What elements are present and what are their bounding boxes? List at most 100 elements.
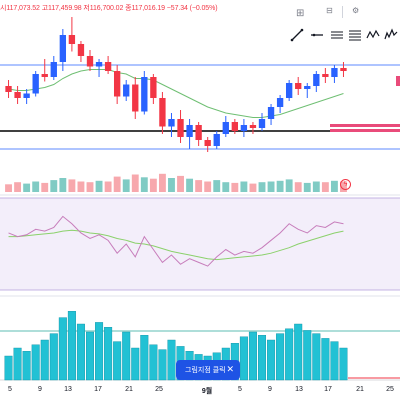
date-axis: 5 9 13 17 21 25 9월 5 9 13 17 21 25: [0, 383, 400, 400]
date-label: 13: [64, 386, 72, 393]
date-label: 21: [356, 386, 364, 393]
macd-histogram-bar: [76, 323, 85, 381]
volume-bar: [5, 184, 12, 192]
lightning-icon[interactable]: ϟ: [340, 179, 351, 190]
price-zone-marker: [330, 129, 400, 132]
macd-histogram-bar: [113, 341, 122, 381]
macd-histogram-bar: [330, 341, 339, 381]
date-label: 5: [238, 386, 242, 393]
rsi-ma-line: [8, 229, 344, 261]
volume-bar: [41, 182, 49, 192]
candle-body: [14, 92, 21, 98]
volume-bar: [86, 182, 94, 192]
macd-histogram-bar: [339, 347, 348, 381]
volume-bar: [177, 175, 184, 192]
fib-retracement-icon[interactable]: [346, 24, 364, 46]
candle-body: [68, 35, 76, 44]
macd-histogram-bar: [49, 333, 58, 381]
candle-body: [59, 35, 67, 62]
macd-histogram-bar: [31, 344, 40, 381]
candle-body: [77, 44, 85, 56]
toolbar-divider: [342, 6, 343, 18]
macd-histogram-bar: [85, 331, 95, 381]
pattern-icon[interactable]: [364, 24, 382, 46]
macd-histogram-bar: [140, 335, 149, 381]
volume-bar: [195, 180, 203, 192]
volume-bar: [222, 182, 230, 192]
macd-histogram-bar: [167, 339, 176, 381]
date-label: 25: [155, 386, 163, 393]
date-label: 9: [268, 386, 272, 393]
volume-bar: [14, 182, 22, 192]
date-label: 13: [295, 386, 303, 393]
date-label: 5: [8, 386, 12, 393]
elliott-wave-icon[interactable]: [382, 24, 400, 46]
macd-histogram-bar: [285, 328, 294, 381]
candle-body: [113, 71, 121, 97]
macd-histogram-bar: [131, 347, 140, 381]
volume-bar: [168, 178, 175, 192]
macd-histogram-bar: [149, 344, 158, 381]
ohlc-readout: 시117,073.52 고117,459.98 저116,700.02 종117…: [0, 5, 218, 12]
candle-body: [150, 77, 157, 98]
macd-histogram-bar: [40, 339, 49, 381]
candle-body: [276, 98, 284, 107]
lock-icon[interactable]: ⊟: [326, 6, 333, 15]
volume-bar: [23, 183, 31, 192]
volume-bar: [213, 180, 221, 192]
candle-body: [240, 125, 248, 131]
macd-histogram-bar: [321, 338, 330, 381]
date-label: 17: [324, 386, 332, 393]
macd-histogram-bar: [294, 323, 303, 381]
volume-bar: [186, 178, 194, 192]
volume-bar: [140, 177, 148, 192]
settings-icon[interactable]: ⚙: [352, 6, 360, 15]
candle-body: [50, 62, 57, 77]
macd-histogram-bar: [95, 322, 104, 381]
candle-body: [168, 119, 175, 127]
price-zone-marker: [396, 76, 400, 86]
date-label: 9: [38, 386, 42, 393]
candle-body: [258, 119, 266, 128]
candle-body: [5, 86, 12, 92]
volume-bar: [122, 179, 130, 192]
volume-bar: [77, 181, 85, 192]
volume-bar: [50, 180, 58, 192]
volume-bar: [204, 181, 212, 192]
candle-body: [267, 107, 275, 119]
macd-histogram-bar: [58, 317, 67, 381]
date-label: 21: [125, 386, 133, 393]
macd-histogram-bar: [257, 335, 267, 381]
drawing-hint-toast: 그림지점 클릭 ✕: [176, 360, 240, 380]
parallel-channel-icon[interactable]: [328, 24, 346, 46]
candle-body: [32, 74, 39, 94]
volume-bar: [231, 182, 239, 192]
rsi-line: [8, 215, 344, 267]
volume-bar: [321, 182, 329, 192]
rsi-pane-background: [0, 198, 400, 290]
grid-icon[interactable]: ⊞: [296, 8, 305, 19]
volume-bar: [276, 180, 284, 192]
candle-body: [285, 83, 293, 98]
candle-body: [159, 98, 166, 127]
close-icon[interactable]: ✕: [226, 364, 234, 374]
date-label: 25: [386, 386, 394, 393]
trend-line-icon[interactable]: [288, 24, 306, 46]
candle-body: [313, 74, 320, 86]
candle-body: [231, 122, 239, 131]
macd-histogram-bar: [312, 333, 321, 381]
volume-bar: [32, 181, 40, 192]
horizontal-ray-icon[interactable]: [308, 24, 326, 46]
macd-histogram-bar: [239, 336, 248, 381]
macd-histogram-bar: [303, 330, 312, 381]
candle-body: [222, 122, 229, 134]
volume-bar: [330, 180, 338, 192]
candle-body: [41, 74, 48, 77]
candle-body: [186, 125, 193, 137]
volume-bar: [312, 181, 320, 192]
macd-histogram-bar: [158, 349, 167, 381]
macd-histogram-bar: [276, 333, 285, 381]
macd-histogram-bar: [22, 351, 31, 381]
volume-bar: [240, 181, 248, 192]
